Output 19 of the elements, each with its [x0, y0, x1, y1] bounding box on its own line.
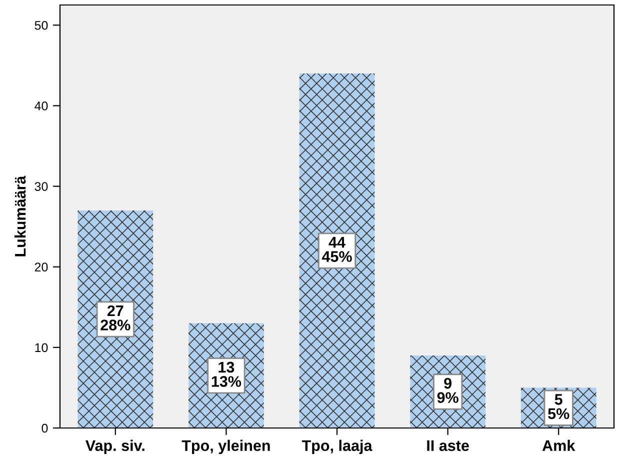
y-axis-title: Lukumäärä — [14, 176, 26, 256]
y-tick-label: 40 — [34, 102, 48, 110]
data-label: 27 28% — [100, 305, 130, 330]
bar — [78, 210, 154, 428]
x-tick-label: II aste — [427, 440, 469, 452]
x-tick-label: Vap. siv. — [85, 440, 144, 454]
y-tick-label: 20 — [34, 262, 48, 272]
x-tick-label: Tpo, laaja — [302, 440, 372, 454]
y-tick-label: 0 — [42, 424, 48, 433]
data-label: 9 9% — [437, 378, 458, 403]
data-label: 44 45% — [322, 237, 352, 262]
y-tick-label: 10 — [35, 343, 48, 352]
x-tick-label: Amk — [542, 440, 576, 451]
y-tick-label: 50 — [34, 20, 48, 30]
data-label: 13 13% — [212, 362, 242, 387]
bar — [299, 73, 375, 428]
data-label: 5 5% — [548, 394, 570, 420]
y-tick-label: 30 — [34, 182, 48, 191]
x-tick-label: Tpo, yleinen — [182, 440, 270, 454]
